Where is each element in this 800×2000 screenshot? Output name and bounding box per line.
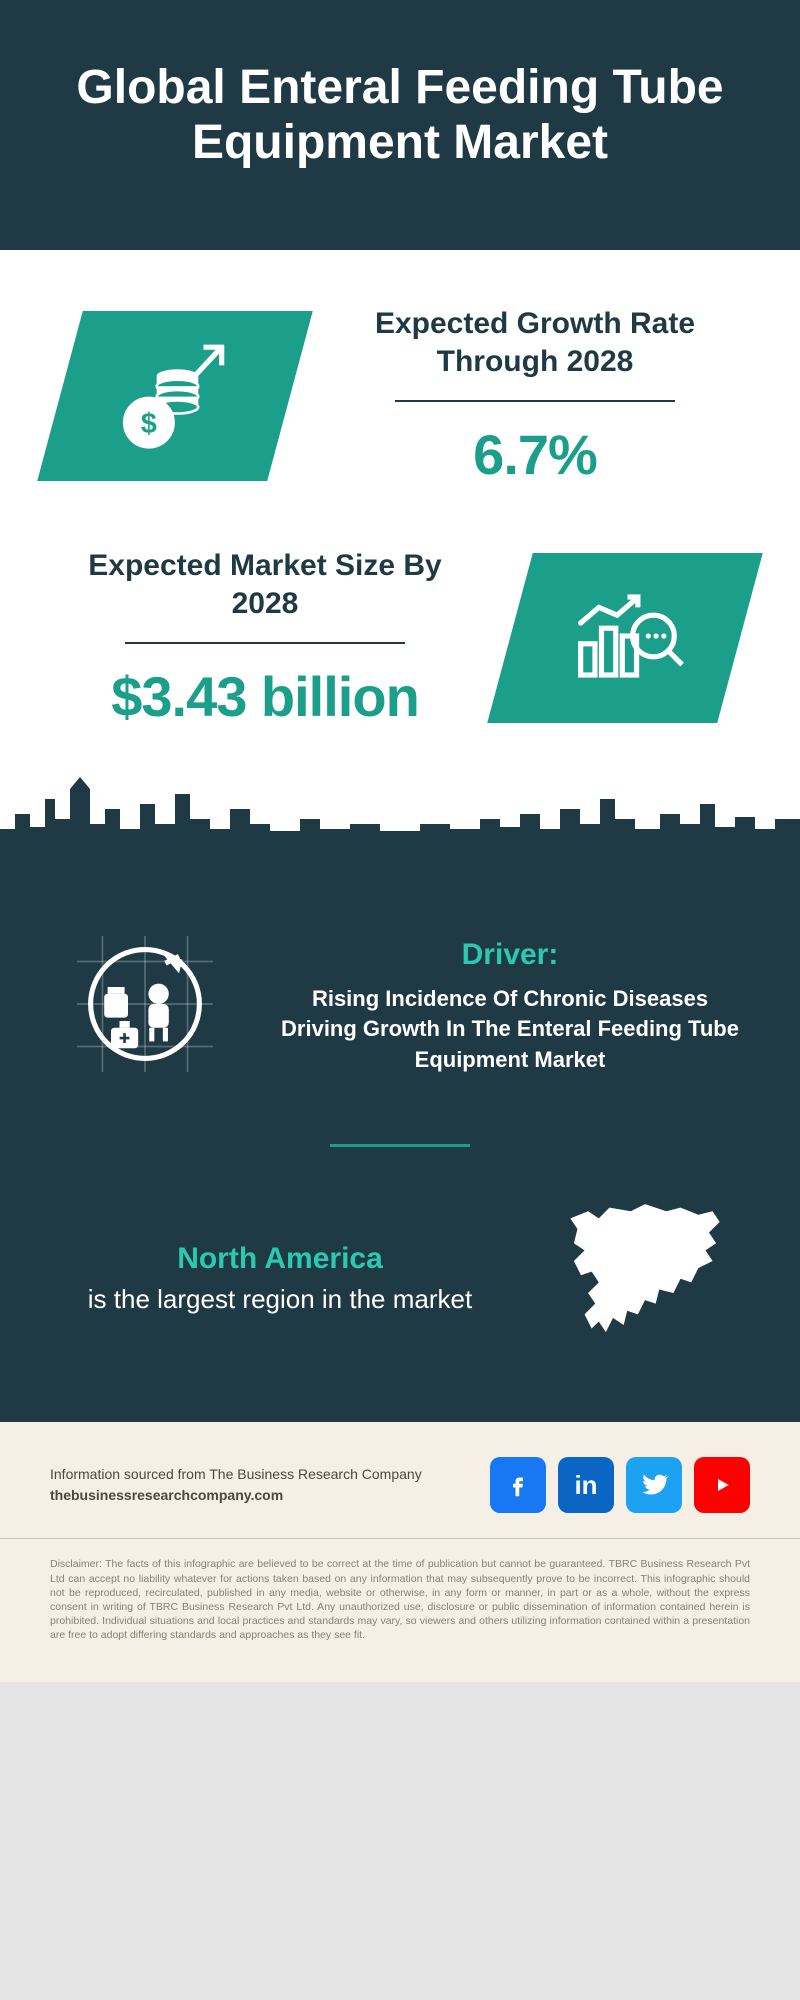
header: Global Enteral Feeding Tube Equipment Ma… xyxy=(0,0,800,250)
growth-rate-label: Expected Growth Rate Through 2028 xyxy=(330,305,740,380)
footer-info: Information sourced from The Business Re… xyxy=(50,1464,422,1506)
section-separator xyxy=(330,1144,470,1147)
twitter-icon[interactable] xyxy=(626,1457,682,1513)
market-size-label: Expected Market Size By 2028 xyxy=(60,547,470,622)
dark-section: ✚ Driver: Rising Incidence Of Chronic Di… xyxy=(0,859,800,1422)
region-description: is the largest region in the market xyxy=(60,1282,500,1317)
youtube-icon[interactable] xyxy=(694,1457,750,1513)
svg-text:$: $ xyxy=(141,408,157,440)
growth-rate-row: $ Expected Growth Rate Through 2028 6.7% xyxy=(0,250,800,517)
disclaimer-text: Disclaimer: The facts of this infographi… xyxy=(0,1539,800,1682)
market-size-row: Expected Market Size By 2028 $3.43 billi… xyxy=(0,517,800,769)
growth-rate-value: 6.7% xyxy=(330,422,740,487)
skyline-graphic xyxy=(0,769,800,859)
facebook-icon[interactable] xyxy=(490,1457,546,1513)
footer: Information sourced from The Business Re… xyxy=(0,1422,800,1539)
region-row: North America is the largest region in t… xyxy=(60,1197,740,1382)
divider xyxy=(125,642,405,644)
driver-label: Driver: xyxy=(280,938,740,972)
growth-rate-shape: $ xyxy=(37,311,313,481)
market-research-icon: ✚ xyxy=(60,919,230,1094)
region-name: North America xyxy=(60,1242,500,1276)
driver-row: ✚ Driver: Rising Incidence Of Chronic Di… xyxy=(60,919,740,1094)
driver-description: Rising Incidence Of Chronic Diseases Dri… xyxy=(280,984,740,1076)
page-title: Global Enteral Feeding Tube Equipment Ma… xyxy=(50,60,750,170)
social-icons: in xyxy=(490,1457,750,1513)
region-text-block: North America is the largest region in t… xyxy=(60,1242,500,1317)
divider xyxy=(395,400,675,402)
money-growth-icon: $ xyxy=(110,329,240,464)
linkedin-icon[interactable]: in xyxy=(558,1457,614,1513)
market-size-shape xyxy=(487,553,763,723)
driver-text-block: Driver: Rising Incidence Of Chronic Dise… xyxy=(280,938,740,1076)
source-url: thebusinessresearchcompany.com xyxy=(50,1485,422,1506)
svg-text:✚: ✚ xyxy=(119,1031,130,1046)
growth-rate-text: Expected Growth Rate Through 2028 6.7% xyxy=(330,305,740,487)
source-text: Information sourced from The Business Re… xyxy=(50,1464,422,1485)
north-america-map-icon xyxy=(550,1197,740,1362)
market-size-text: Expected Market Size By 2028 $3.43 billi… xyxy=(60,547,470,729)
market-size-value: $3.43 billion xyxy=(60,664,470,729)
chart-analysis-icon xyxy=(560,571,690,706)
